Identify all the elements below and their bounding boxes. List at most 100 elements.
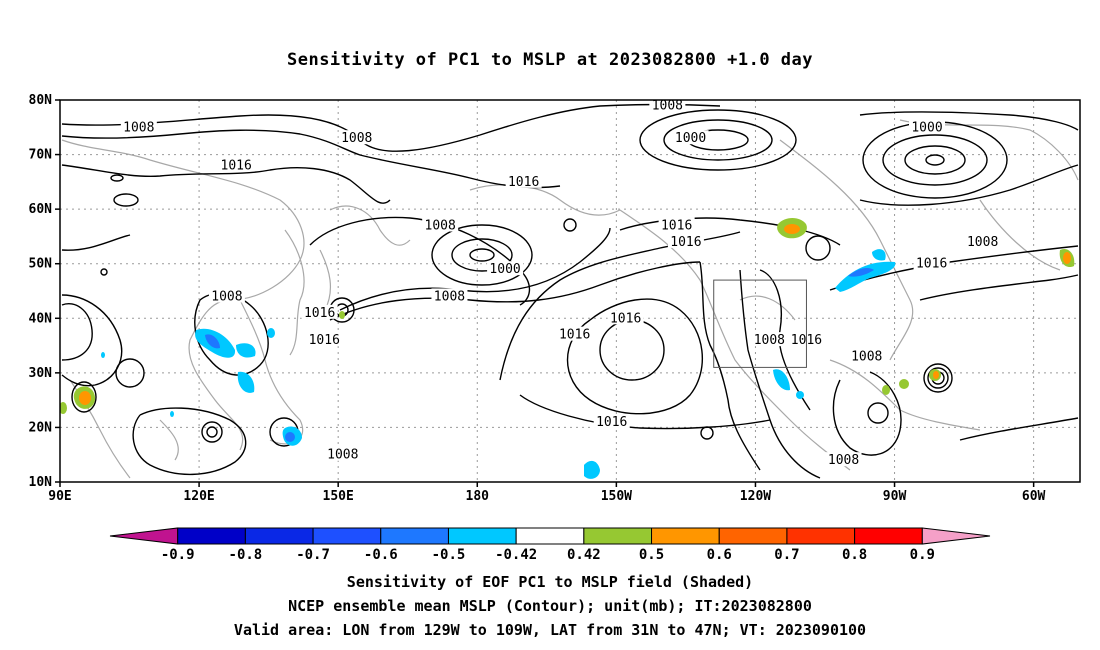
colorbar-swatch <box>177 527 246 545</box>
longitude-axis: 90E 120E 150E 180 150W 120W 90W 60W <box>48 482 1046 504</box>
colorbar-swatch <box>515 527 585 545</box>
colorbar-label: 0.8 <box>842 547 867 563</box>
lat-tick-label: 40N <box>29 311 53 326</box>
contour-label-bg <box>909 119 945 134</box>
contour-label: 1016 <box>610 311 641 326</box>
colorbar-swatch <box>718 527 788 545</box>
contour-label: 1008 <box>211 289 242 304</box>
contour-label-layer: 1008100810161008101610081000100010161016… <box>120 97 1001 468</box>
contour-label: 1008 <box>434 289 465 304</box>
colorbar-swatch <box>312 527 382 545</box>
colorbar-label: 0.5 <box>639 547 664 563</box>
lon-tick-label: 90W <box>883 489 907 504</box>
caption-line-3: Valid area: LON from 129W to 109W, LAT f… <box>233 621 867 639</box>
contour-label: 1008 <box>754 333 785 348</box>
contour-label-bg <box>825 452 862 467</box>
lon-tick-label: 180 <box>466 489 490 504</box>
contour-label: 1000 <box>489 262 520 277</box>
contour-label: 1008 <box>967 235 998 250</box>
lon-tick-label: 150E <box>323 489 354 504</box>
contour-label-bg <box>964 233 1001 248</box>
colorbar-end-triangle <box>109 527 179 545</box>
contour-label-bg <box>301 304 338 319</box>
contour-label-bg <box>306 332 343 347</box>
colorbar-swatch <box>854 527 923 545</box>
colorbar-swatch <box>380 527 449 545</box>
colorbar-label: -0.8 <box>229 547 263 563</box>
contour-label: 1016 <box>221 158 252 173</box>
colorbar: -0.9 -0.8 -0.7 -0.6 -0.5 -0.42 0.42 0.5 0.6 0.7 0.… <box>109 527 991 563</box>
lon-tick-label: 120E <box>183 489 214 504</box>
contour-label: 1016 <box>559 328 590 343</box>
sensitivity-shading <box>60 218 1075 479</box>
colorbar-swatch <box>244 527 314 545</box>
contour-label-bg <box>505 173 542 188</box>
caption-line-2: NCEP ensemble mean MSLP (Contour); unit(… <box>288 597 812 615</box>
page-title: Sensitivity of PC1 to MSLP at 2023082800… <box>286 50 813 70</box>
contour-label: 1016 <box>309 333 340 348</box>
contour-label: 1000 <box>911 120 942 135</box>
contour-label: 1016 <box>508 175 539 190</box>
map-frame <box>59 99 1081 483</box>
contour-label-bg <box>672 130 709 145</box>
colorbar-label: -0.7 <box>296 547 330 563</box>
contour-label: 1008 <box>123 120 154 135</box>
lon-tick-label: 60W <box>1022 489 1046 504</box>
contour-label: 1000 <box>675 131 706 146</box>
contour-label-bg <box>422 217 459 232</box>
contour-label-bg <box>658 217 695 232</box>
contour-label: 1016 <box>661 219 692 234</box>
contour-label-bg <box>338 130 375 145</box>
lat-tick-label: 70N <box>29 148 53 163</box>
map-grid <box>60 100 1080 482</box>
contour-label-bg <box>607 310 644 325</box>
contour-label-bg <box>593 413 630 428</box>
colorbar-swatch <box>786 527 856 545</box>
contour-label-bg <box>751 332 788 347</box>
contour-label-bg <box>848 348 885 363</box>
lat-tick-label: 20N <box>29 420 53 435</box>
lon-tick-label: 120W <box>740 489 771 504</box>
lat-tick-label: 60N <box>29 202 53 217</box>
contour-label: 1016 <box>596 415 627 430</box>
colorbar-label: -0.6 <box>364 547 398 563</box>
colorbar-swatch <box>651 527 720 545</box>
valid-area-box <box>713 279 807 368</box>
lat-tick-label: 50N <box>29 257 53 272</box>
contour-label-bg <box>324 446 361 461</box>
contour-label-bg <box>556 326 593 341</box>
colorbar-label: -0.42 <box>495 547 537 563</box>
contour-label: 1008 <box>652 98 683 113</box>
colorbar-label: 0.6 <box>707 547 732 563</box>
contour-label-bg <box>431 288 468 303</box>
contour-label: 1016 <box>916 257 947 272</box>
contour-label-bg <box>487 261 524 276</box>
colorbar-swatch <box>447 527 517 545</box>
lat-tick-label: 80N <box>29 93 53 108</box>
contour-label-bg <box>208 288 245 303</box>
contour-label-bg <box>649 97 686 112</box>
colorbar-label: -0.9 <box>161 547 195 563</box>
lat-tick-label: 10N <box>29 475 53 490</box>
colorbar-label: 0.9 <box>910 547 935 563</box>
contour-label: 1008 <box>828 453 859 468</box>
contour-label: 1016 <box>670 235 701 250</box>
lat-tick-label: 30N <box>29 366 53 381</box>
contour-label: 1008 <box>327 448 358 463</box>
contour-label-bg <box>120 119 157 134</box>
colorbar-swatch <box>583 527 653 545</box>
contour-label: 1008 <box>341 131 372 146</box>
colorbar-label: 0.7 <box>774 547 799 563</box>
contour-label-bg <box>913 255 950 270</box>
contour-label-bg <box>218 157 255 172</box>
contour-label: 1008 <box>425 219 456 234</box>
contour-label: 1008 <box>851 349 882 364</box>
colorbar-label: 0.42 <box>567 547 601 563</box>
caption-line-1: Sensitivity of EOF PC1 to MSLP field (Sh… <box>346 573 754 591</box>
colorbar-label: -0.5 <box>432 547 466 563</box>
contour-label-bg <box>667 233 704 248</box>
colorbar-end-triangle <box>921 527 991 545</box>
contour-label: 1016 <box>304 306 335 321</box>
latitude-axis: 80N 70N 60N 50N 40N 30N 20N 10N <box>29 93 60 490</box>
